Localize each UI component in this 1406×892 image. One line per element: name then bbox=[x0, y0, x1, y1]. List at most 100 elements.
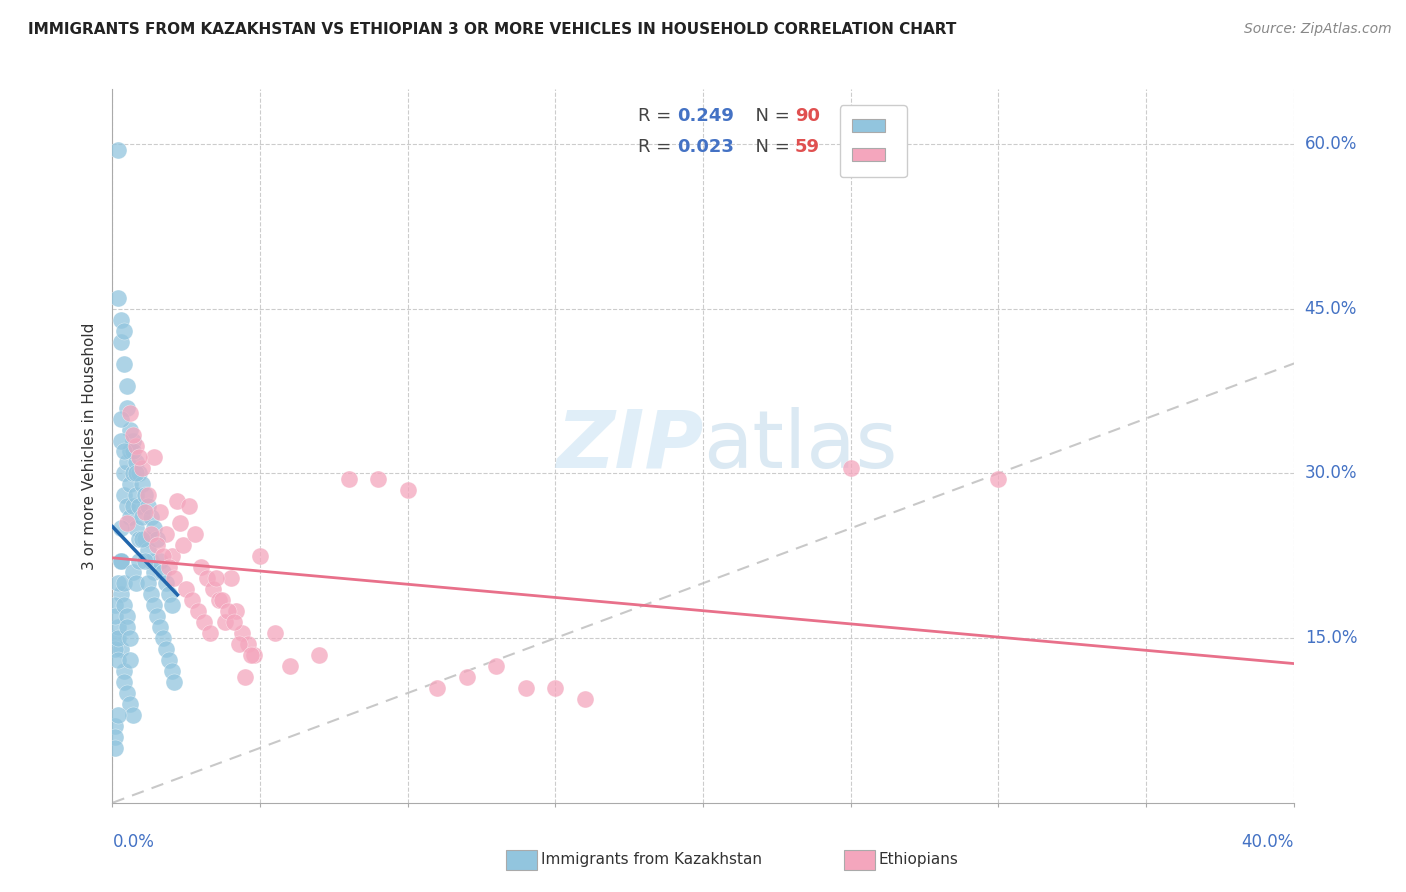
Point bbox=[136, 576, 159, 591]
Point bbox=[125, 439, 148, 453]
Point bbox=[104, 609, 127, 624]
Point bbox=[142, 566, 165, 580]
Point bbox=[122, 500, 145, 514]
Point bbox=[160, 549, 183, 563]
Text: Source: ZipAtlas.com: Source: ZipAtlas.com bbox=[1244, 22, 1392, 37]
Text: 0.023: 0.023 bbox=[678, 138, 734, 156]
Point bbox=[146, 533, 169, 547]
Point bbox=[198, 625, 221, 640]
Text: 0.249: 0.249 bbox=[678, 107, 734, 125]
Point bbox=[278, 658, 301, 673]
Point bbox=[112, 598, 135, 612]
Point bbox=[122, 566, 145, 580]
Point bbox=[112, 444, 135, 458]
Point bbox=[208, 592, 231, 607]
Point bbox=[120, 697, 142, 711]
Point bbox=[120, 444, 142, 458]
Point bbox=[104, 740, 127, 755]
Point bbox=[149, 505, 172, 519]
Text: 0.0%: 0.0% bbox=[112, 833, 155, 851]
Point bbox=[131, 461, 153, 475]
Point bbox=[193, 615, 215, 629]
Point bbox=[128, 450, 150, 464]
Point bbox=[125, 488, 148, 502]
Point bbox=[117, 686, 138, 700]
Point bbox=[243, 648, 266, 662]
Text: R =: R = bbox=[638, 107, 678, 125]
Point bbox=[110, 334, 132, 349]
Point bbox=[120, 477, 142, 491]
Point bbox=[187, 604, 209, 618]
Point bbox=[110, 587, 132, 601]
Point bbox=[205, 571, 228, 585]
Point bbox=[112, 357, 135, 371]
Point bbox=[136, 500, 159, 514]
Point bbox=[211, 592, 233, 607]
Point bbox=[181, 592, 204, 607]
Point bbox=[107, 143, 129, 157]
Point bbox=[184, 526, 207, 541]
Point bbox=[174, 582, 197, 596]
Point bbox=[157, 559, 180, 574]
Point bbox=[337, 472, 360, 486]
Point bbox=[152, 631, 174, 645]
Point bbox=[120, 406, 142, 420]
Point bbox=[485, 658, 508, 673]
Point bbox=[142, 598, 165, 612]
Point bbox=[195, 571, 218, 585]
Point bbox=[128, 500, 150, 514]
Point bbox=[839, 461, 862, 475]
Point bbox=[166, 494, 188, 508]
Point bbox=[112, 576, 135, 591]
Text: N =: N = bbox=[744, 107, 796, 125]
Point bbox=[107, 620, 129, 634]
Point bbox=[231, 625, 253, 640]
Point bbox=[107, 291, 129, 305]
Point bbox=[131, 533, 153, 547]
Point bbox=[107, 631, 129, 645]
Point bbox=[249, 549, 271, 563]
Point bbox=[117, 455, 138, 469]
Point bbox=[110, 521, 132, 535]
Point bbox=[456, 669, 478, 683]
Point bbox=[179, 500, 201, 514]
Point bbox=[125, 467, 148, 481]
Point bbox=[222, 615, 245, 629]
Point bbox=[163, 571, 186, 585]
Point bbox=[134, 488, 156, 502]
Point bbox=[117, 500, 138, 514]
Point bbox=[152, 549, 174, 563]
Point bbox=[139, 526, 162, 541]
Text: 45.0%: 45.0% bbox=[1305, 300, 1357, 318]
Point bbox=[544, 681, 567, 695]
Point bbox=[163, 675, 186, 690]
Point bbox=[122, 467, 145, 481]
Text: ZIP: ZIP bbox=[555, 407, 703, 485]
Point bbox=[515, 681, 537, 695]
Point bbox=[107, 653, 129, 667]
Legend: , : , bbox=[839, 105, 907, 178]
Point bbox=[136, 543, 159, 558]
Point bbox=[149, 620, 172, 634]
Point bbox=[104, 598, 127, 612]
Point bbox=[112, 467, 135, 481]
Point bbox=[238, 637, 260, 651]
Point bbox=[112, 324, 135, 338]
Point bbox=[128, 554, 150, 568]
Point bbox=[169, 516, 191, 530]
Text: N =: N = bbox=[744, 138, 796, 156]
Point bbox=[157, 587, 180, 601]
Point bbox=[110, 554, 132, 568]
Point bbox=[131, 510, 153, 524]
Point bbox=[574, 691, 596, 706]
Text: R =: R = bbox=[638, 138, 678, 156]
Point bbox=[117, 516, 138, 530]
Point bbox=[139, 587, 162, 601]
Point bbox=[110, 642, 132, 657]
Point bbox=[217, 604, 239, 618]
Point bbox=[107, 576, 129, 591]
Point bbox=[122, 434, 145, 448]
Point bbox=[367, 472, 389, 486]
Point bbox=[131, 477, 153, 491]
Point bbox=[125, 455, 148, 469]
